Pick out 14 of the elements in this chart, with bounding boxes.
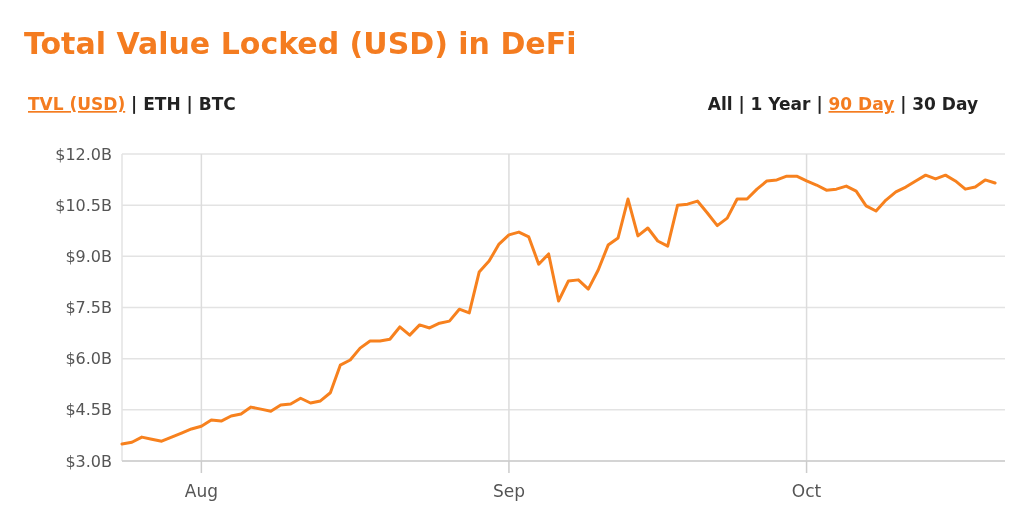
chart-title: Total Value Locked (USD) in DeFi bbox=[24, 26, 577, 61]
y-tick-label: $12.0B bbox=[55, 144, 112, 164]
text: All | 1 Year | 90 Day | 30 Day bbox=[707, 94, 978, 114]
y-tick-label: $4.5B bbox=[65, 400, 112, 420]
y-tick-label: $3.0B bbox=[65, 451, 112, 471]
line-series bbox=[120, 173, 997, 446]
y-tick-label: $7.5B bbox=[65, 298, 112, 318]
y-tick-label: $9.0B bbox=[65, 246, 112, 266]
x-tick-label: Sep bbox=[492, 481, 525, 501]
y-tick-label: $10.5B bbox=[55, 195, 112, 215]
x-tick-label: Oct bbox=[791, 481, 822, 501]
y-tick-label: $6.0B bbox=[65, 349, 112, 369]
x-tick-label: Aug bbox=[184, 481, 218, 501]
text: TVL (USD) | ETH | BTC bbox=[28, 94, 236, 114]
